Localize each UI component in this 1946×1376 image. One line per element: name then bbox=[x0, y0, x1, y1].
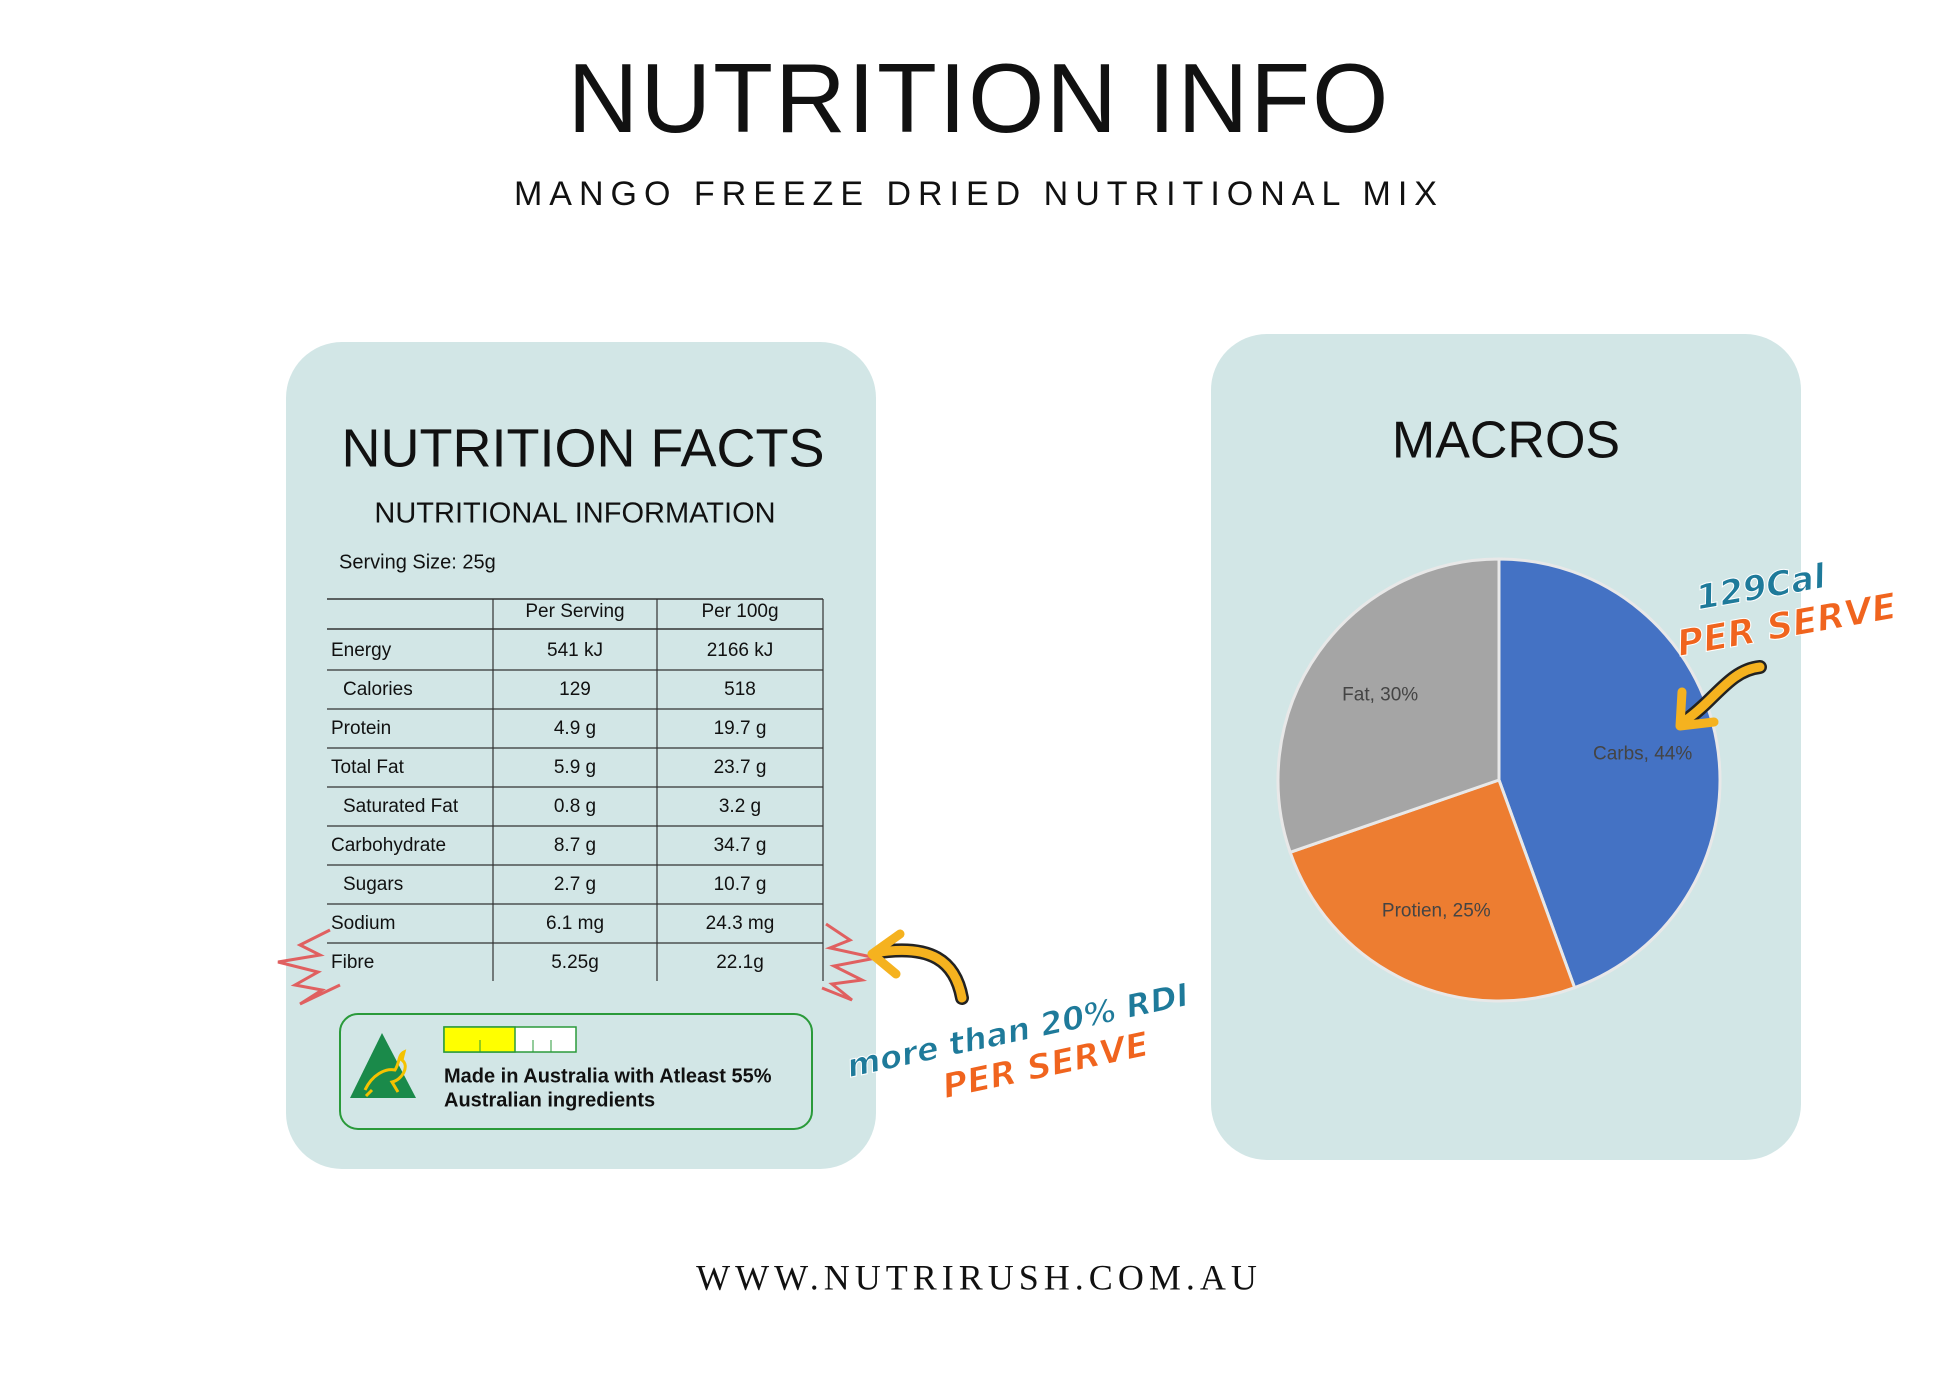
nutrient-name: Energy bbox=[331, 640, 392, 661]
per-100g: 19.7 g bbox=[714, 718, 767, 739]
pie-slice bbox=[1288, 778, 1577, 1003]
nutrient-name: Sugars bbox=[343, 874, 403, 895]
arrowhead bbox=[1675, 687, 1719, 731]
pie-chart: Carbs, 44% Protien, 25% Fat, 30% bbox=[1276, 557, 1722, 1003]
page-title: NUTRITION INFO bbox=[568, 43, 1391, 153]
per-100g: 518 bbox=[724, 679, 756, 700]
nutrition-table: Per Serving Per 100g Energy 541 kJ 2166 kJ Ca… bbox=[327, 598, 824, 981]
serving-size: Serving Size: 25g bbox=[339, 551, 496, 573]
nutrient-name: Protein bbox=[331, 718, 391, 739]
per-100g: 24.3 mg bbox=[706, 913, 775, 934]
arrow bbox=[1681, 662, 1765, 725]
badge-text: Made in Australia with Atleast 55% bbox=[444, 1065, 772, 1087]
page-subtitle: MANGO FREEZE DRIED NUTRITIONAL MIX bbox=[514, 175, 1444, 213]
nutrient-name: Carbohydrate bbox=[331, 835, 446, 856]
per-serving: 2.7 g bbox=[554, 874, 596, 895]
column-header: Per 100g bbox=[701, 601, 778, 622]
column-header: Per Serving bbox=[525, 601, 624, 622]
per-100g: 23.7 g bbox=[714, 757, 767, 778]
pie-slice bbox=[1276, 557, 1501, 855]
arrowhead bbox=[867, 929, 905, 979]
per-100g: 22.1g bbox=[716, 952, 764, 973]
per-serving: 541 kJ bbox=[547, 640, 603, 661]
arrow bbox=[875, 945, 967, 1003]
per-serving: 4.9 g bbox=[554, 718, 596, 739]
facts-card bbox=[286, 342, 876, 1169]
per-serving: 5.25g bbox=[551, 952, 599, 973]
slice-label: Fat, 30% bbox=[1342, 684, 1418, 705]
nutrient-name: Calories bbox=[343, 679, 413, 700]
kangaroo bbox=[363, 1049, 407, 1098]
per-serving: 0.8 g bbox=[554, 796, 596, 817]
per-serving: 5.9 g bbox=[554, 757, 596, 778]
per-100g: 2166 kJ bbox=[707, 640, 774, 661]
nutrient-name: Saturated Fat bbox=[343, 796, 459, 817]
per-100g: 3.2 g bbox=[719, 796, 761, 817]
per-100g: 10.7 g bbox=[714, 874, 767, 895]
starburst bbox=[277, 928, 341, 1006]
nutrient-name: Fibre bbox=[331, 952, 374, 973]
per-100g: 34.7 g bbox=[714, 835, 767, 856]
macros-title: MACROS bbox=[1392, 412, 1620, 470]
per-serving: 129 bbox=[559, 679, 591, 700]
facts-subtitle: NUTRITIONAL INFORMATION bbox=[374, 498, 775, 530]
footer-url: WWW.NUTRIRUSH.COM.AU bbox=[696, 1257, 1262, 1297]
per-serving: 8.7 g bbox=[554, 835, 596, 856]
nutrient-name: Total Fat bbox=[331, 757, 405, 778]
badge-logo bbox=[350, 1033, 416, 1098]
badge-border bbox=[339, 1013, 813, 1130]
badge-text: Australian ingredients bbox=[444, 1089, 655, 1111]
facts-title: NUTRITION FACTS bbox=[342, 418, 825, 478]
nutrient-name: Sodium bbox=[331, 913, 395, 934]
slice-label: Protien, 25% bbox=[1382, 901, 1491, 922]
per-serving: 6.1 mg bbox=[546, 913, 604, 934]
pie-slice bbox=[1497, 557, 1722, 990]
slice-label: Carbs, 44% bbox=[1593, 744, 1692, 765]
starburst bbox=[821, 922, 877, 1002]
